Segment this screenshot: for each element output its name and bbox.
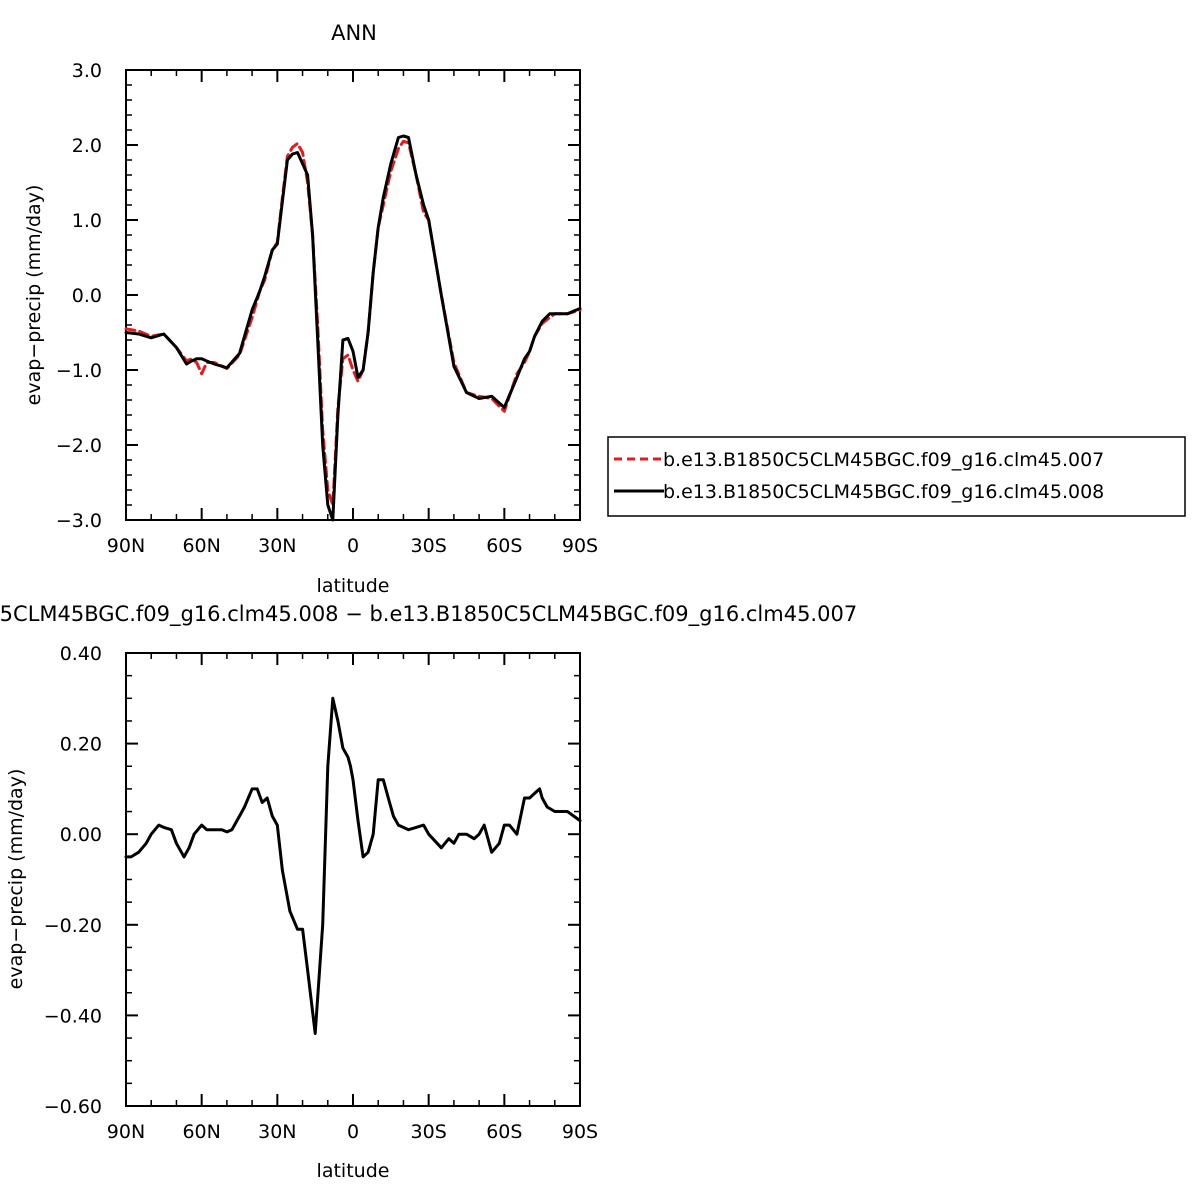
bottom-panel: b.e13.B1850C5CLM45BGC.f09_g16.clm45.008 … xyxy=(0,602,857,1182)
bottom-plot-frame xyxy=(125,652,581,1107)
top-x-tick-label: 90S xyxy=(562,535,598,557)
top-x-tick-label: 90N xyxy=(107,535,145,557)
bottom-x-tick-label: 30S xyxy=(411,1121,447,1143)
top-y-tick-label: 1.0 xyxy=(72,210,102,232)
bottom-y-tick-label: 0.00 xyxy=(60,824,102,846)
legend-label-008: b.e13.B1850C5CLM45BGC.f09_g16.clm45.008 xyxy=(663,481,1104,503)
top-y-tick-label: 2.0 xyxy=(72,135,102,157)
top-y-tick-labels: 3.0 2.0 1.0 0.0 −1.0 −2.0 −3.0 xyxy=(56,60,102,532)
top-x-tick-label: 0 xyxy=(347,535,359,557)
bottom-x-tick-label: 0 xyxy=(347,1121,359,1143)
bottom-x-tick-label: 30N xyxy=(258,1121,296,1143)
bottom-y-tick-label: −0.60 xyxy=(44,1096,102,1118)
bottom-x-tick-label: 90N xyxy=(107,1121,145,1143)
legend-box xyxy=(607,436,1186,517)
top-x-tick-label: 60S xyxy=(486,535,522,557)
bottom-x-axis-label: latitude xyxy=(317,1160,390,1182)
bottom-y-tick-labels: 0.40 0.20 0.00 −0.20 −0.40 −0.60 xyxy=(44,643,102,1118)
top-ticks xyxy=(125,69,581,521)
top-series-line-2 xyxy=(124,134,582,522)
top-x-tick-label: 30N xyxy=(258,535,296,557)
bottom-y-tick-label: 0.40 xyxy=(60,643,102,665)
top-y-tick-label: 3.0 xyxy=(72,60,102,82)
top-x-axis-label: latitude xyxy=(317,575,390,597)
top-x-tick-label: 60N xyxy=(182,535,220,557)
bottom-y-tick-label: 0.20 xyxy=(60,734,102,756)
top-chart-title: ANN xyxy=(331,21,377,45)
bottom-x-tick-label: 90S xyxy=(562,1121,598,1143)
bottom-y-tick-label: −0.20 xyxy=(44,915,102,937)
bottom-series-line-1 xyxy=(124,696,582,1035)
top-x-tick-labels: 90N 60N 30N 0 30S 60S 90S xyxy=(107,535,598,557)
top-x-tick-label: 30S xyxy=(411,535,447,557)
bottom-x-tick-labels: 90N 60N 30N 0 30S 60S 90S xyxy=(107,1121,598,1143)
bottom-y-axis-label: evap−precip (mm/day) xyxy=(5,769,27,990)
bottom-series-group xyxy=(124,696,582,1035)
top-y-axis-label: evap−precip (mm/day) xyxy=(23,185,45,406)
top-plot-frame xyxy=(125,69,581,521)
top-series-group xyxy=(124,134,582,522)
bottom-y-tick-label: −0.40 xyxy=(44,1005,102,1027)
top-series-line-1 xyxy=(124,139,582,507)
top-y-tick-label: −1.0 xyxy=(56,360,102,382)
bottom-ticks xyxy=(125,652,581,1107)
top-y-tick-label: 0.0 xyxy=(72,285,102,307)
top-y-tick-label: −2.0 xyxy=(56,435,102,457)
top-panel: ANN 90N 60N 30N 0 30S 60S 90S 3.0 2.0 1.0 0.0 −1.0… xyxy=(23,21,598,597)
legend: b.e13.B1850C5CLM45BGC.f09_g16.clm45.007 … xyxy=(607,436,1186,517)
bottom-x-tick-label: 60S xyxy=(486,1121,522,1143)
legend-label-007: b.e13.B1850C5CLM45BGC.f09_g16.clm45.007 xyxy=(663,449,1104,471)
top-y-tick-label: −3.0 xyxy=(56,510,102,532)
bottom-chart-title: b.e13.B1850C5CLM45BGC.f09_g16.clm45.008 … xyxy=(0,602,857,627)
bottom-x-tick-label: 60N xyxy=(182,1121,220,1143)
